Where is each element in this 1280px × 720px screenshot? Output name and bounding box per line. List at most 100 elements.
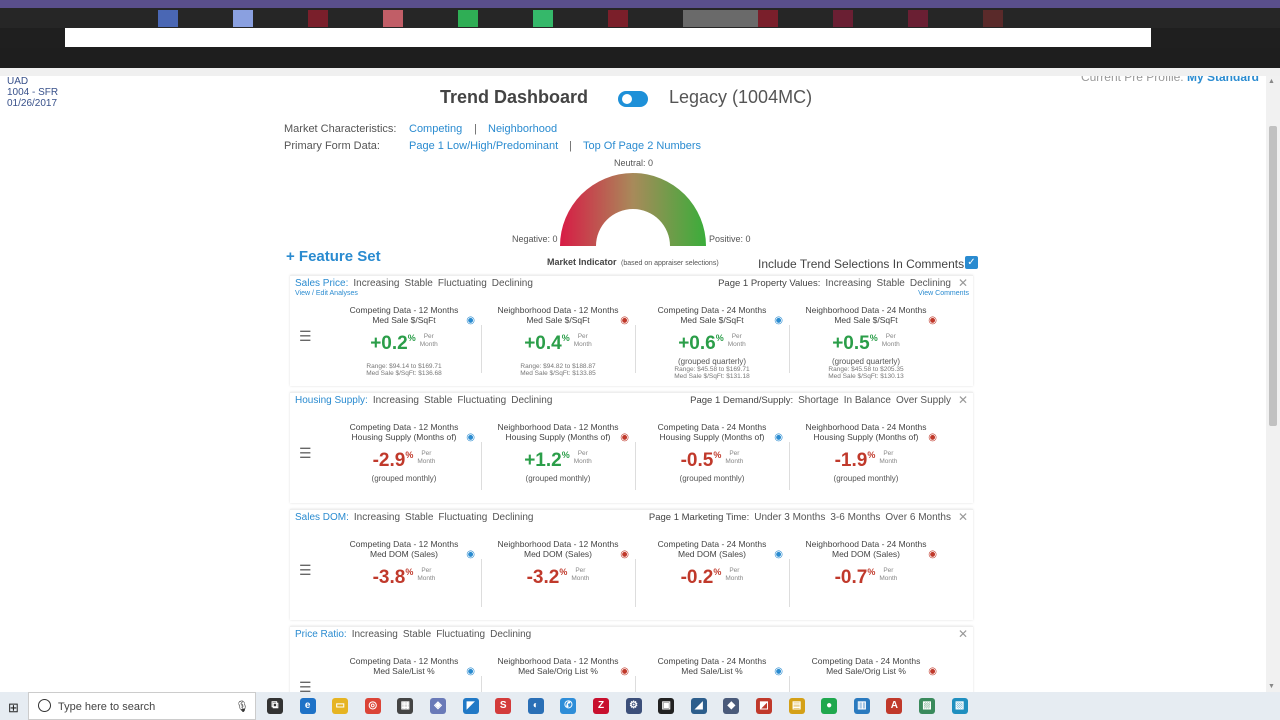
trend-option[interactable]: Declining: [511, 395, 553, 406]
eye-icon[interactable]: ◉: [466, 432, 475, 443]
trend-option[interactable]: Declining: [490, 629, 532, 640]
page1-option[interactable]: Shortage: [798, 395, 839, 406]
eye-icon[interactable]: ◉: [620, 549, 629, 560]
microphone-icon[interactable]: 🎙: [235, 701, 249, 713]
app-icon-8[interactable]: ◩: [756, 698, 772, 714]
feature-set-button[interactable]: + Feature Set: [286, 248, 381, 265]
app-icon-10[interactable]: ●: [821, 698, 838, 714]
browser-tab[interactable]: [308, 10, 328, 27]
page1-option[interactable]: Increasing: [825, 278, 872, 289]
eye-icon[interactable]: ◉: [928, 432, 937, 443]
page1-option[interactable]: Over 6 Months: [885, 512, 951, 523]
chrome-icon[interactable]: ◎: [364, 698, 381, 714]
app-icon-4[interactable]: ⚙: [625, 698, 642, 714]
page1-option[interactable]: Under 3 Months: [754, 512, 826, 523]
eye-icon[interactable]: ◉: [466, 315, 475, 326]
browser-tab[interactable]: [758, 10, 778, 27]
close-panel-icon[interactable]: ✕: [957, 627, 968, 641]
trend-option[interactable]: Stable: [423, 395, 453, 406]
browser-tab[interactable]: [533, 10, 553, 27]
app-icon-1[interactable]: ◈: [430, 698, 446, 714]
page-scrollbar[interactable]: ▲ ▼: [1266, 76, 1280, 692]
trend-option[interactable]: Stable: [405, 512, 434, 523]
view-edit-analyses-link[interactable]: View / Edit Analyses: [295, 290, 358, 297]
url-input[interactable]: [65, 28, 1151, 47]
eye-icon[interactable]: ◉: [620, 315, 629, 326]
browser-tab[interactable]: [608, 10, 628, 27]
page1-option[interactable]: Declining: [909, 278, 951, 289]
eye-icon[interactable]: ◉: [774, 315, 783, 326]
eye-icon[interactable]: ◉: [928, 666, 937, 677]
trend-option[interactable]: Increasing: [353, 278, 400, 289]
browser-tab[interactable]: [383, 10, 403, 27]
profile-link[interactable]: My Standard: [1186, 76, 1259, 84]
browser-tab[interactable]: [983, 10, 1003, 27]
drag-handle-icon[interactable]: ☰: [299, 679, 312, 692]
trend-option[interactable]: Increasing: [353, 512, 401, 523]
tab-bar[interactable]: [0, 8, 1280, 28]
acrobat-icon[interactable]: A: [886, 698, 903, 714]
trend-option[interactable]: Fluctuating: [437, 278, 487, 289]
trend-option[interactable]: Declining: [491, 278, 533, 289]
drag-handle-icon[interactable]: ☰: [299, 562, 312, 578]
calculator-icon[interactable]: ▦: [397, 698, 414, 714]
scroll-up-icon[interactable]: ▲: [1268, 78, 1275, 85]
trend-option[interactable]: Fluctuating: [436, 629, 486, 640]
drag-handle-icon[interactable]: ☰: [299, 445, 312, 461]
trend-option[interactable]: Declining: [492, 512, 534, 523]
eye-icon[interactable]: ◉: [774, 432, 783, 443]
phone-icon[interactable]: ✆: [560, 698, 577, 714]
edge-icon[interactable]: e: [299, 698, 316, 714]
close-panel-icon[interactable]: ✕: [957, 510, 968, 524]
trend-option[interactable]: Stable: [404, 278, 433, 289]
trend-option[interactable]: Fluctuating: [457, 395, 507, 406]
page1-option[interactable]: 3-6 Months: [830, 512, 881, 523]
eye-icon[interactable]: ◉: [928, 549, 937, 560]
app-icon-6[interactable]: ◢: [690, 698, 707, 714]
trend-option[interactable]: Increasing: [351, 629, 398, 640]
legacy-toggle[interactable]: [618, 91, 648, 107]
browser-tab[interactable]: [458, 10, 478, 27]
eye-icon[interactable]: ◉: [774, 666, 783, 677]
eye-icon[interactable]: ◉: [620, 666, 629, 677]
scroll-down-icon[interactable]: ▼: [1268, 683, 1275, 690]
filezilla-icon[interactable]: Z: [593, 698, 609, 714]
start-icon[interactable]: ⊞: [8, 700, 19, 715]
page1-link[interactable]: Page 1 Low/High/Predominant: [409, 140, 559, 152]
browser-tab[interactable]: [683, 10, 758, 27]
browser-tab[interactable]: [233, 10, 253, 27]
close-panel-icon[interactable]: ✕: [957, 393, 968, 407]
browser-tab[interactable]: [158, 10, 178, 27]
app-icon-11[interactable]: ▥: [853, 698, 870, 714]
app-icon-7[interactable]: ◆: [723, 698, 740, 714]
eye-icon[interactable]: ◉: [620, 432, 629, 443]
taskbar-search[interactable]: Type here to search 🎙: [28, 692, 256, 720]
page1-option[interactable]: In Balance: [843, 395, 891, 406]
scroll-thumb[interactable]: [1269, 126, 1277, 426]
page1-option[interactable]: Over Supply: [895, 395, 951, 406]
app-icon-9[interactable]: ▤: [788, 698, 805, 714]
drag-handle-icon[interactable]: ☰: [299, 328, 312, 344]
browser-tab[interactable]: [908, 10, 928, 27]
close-panel-icon[interactable]: ✕: [957, 276, 968, 290]
eye-icon[interactable]: ◉: [466, 666, 475, 677]
trend-option[interactable]: Increasing: [372, 395, 419, 406]
app-icon-13[interactable]: ▧: [951, 698, 968, 714]
task-view-icon[interactable]: ⧉: [267, 698, 283, 714]
page1-option[interactable]: Stable: [876, 278, 905, 289]
neighborhood-link[interactable]: Neighborhood: [488, 123, 558, 135]
file-explorer-icon[interactable]: ▭: [332, 698, 349, 714]
include-trend-checkbox[interactable]: ✓: [965, 256, 978, 269]
eye-icon[interactable]: ◉: [466, 549, 475, 560]
trend-option[interactable]: Stable: [402, 629, 432, 640]
app-icon-5[interactable]: ▣: [658, 698, 675, 714]
competing-link[interactable]: Competing: [409, 123, 463, 135]
app-icon-2[interactable]: S: [495, 698, 512, 714]
vscode-icon[interactable]: ◤: [462, 698, 479, 714]
view-comments-link[interactable]: View Comments: [918, 290, 969, 297]
eye-icon[interactable]: ◉: [928, 315, 937, 326]
app-icon-12[interactable]: ▨: [919, 698, 935, 714]
browser-tab[interactable]: [833, 10, 853, 27]
top-page-link[interactable]: Top Of Page 2 Numbers: [583, 140, 702, 152]
app-icon-3[interactable]: ◐: [527, 698, 544, 714]
